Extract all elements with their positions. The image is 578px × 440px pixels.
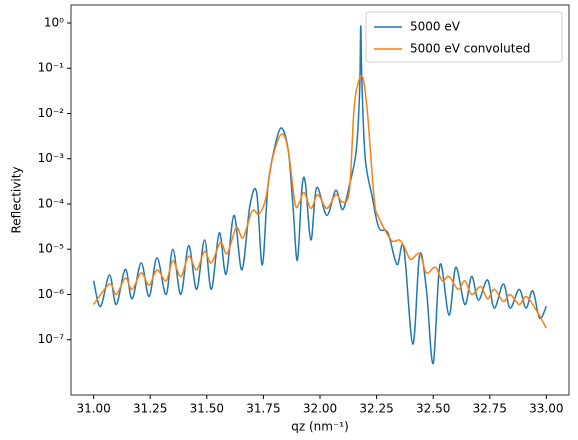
x-tick-label: 32.00 [303, 402, 337, 416]
x-tick-label: 31.50 [190, 402, 224, 416]
y-tick-label: 10⁰ [44, 16, 64, 30]
y-tick-label: 10⁻² [38, 106, 65, 120]
y-tick-label: 10⁻⁴ [38, 196, 65, 210]
x-tick-label: 31.75 [246, 402, 280, 416]
plot-frame [70, 4, 570, 396]
x-tick-label: 32.50 [416, 402, 450, 416]
legend-label: 5000 eV convoluted [410, 42, 530, 56]
data-line [93, 74, 548, 329]
x-tick-label: 31.25 [133, 402, 167, 416]
y-tick-label: 10⁻⁷ [38, 332, 65, 346]
x-axis-label: qz (nm⁻¹) [291, 420, 349, 434]
legend-box [365, 11, 563, 63]
legend-label: 5000 eV [410, 20, 461, 34]
y-tick-label: 10⁻¹ [38, 61, 65, 75]
x-tick-label: 32.75 [473, 402, 507, 416]
y-tick-label: 10⁻³ [38, 151, 65, 165]
y-axis-label: Reflectivity [10, 166, 24, 233]
y-tick-label: 10⁻⁶ [38, 287, 65, 301]
x-tick-label: 31.00 [76, 402, 110, 416]
x-tick-label: 32.25 [359, 402, 393, 416]
x-tick-label: 33.00 [529, 402, 563, 416]
y-tick-label: 10⁻⁵ [38, 242, 65, 256]
data-line [92, 25, 548, 365]
